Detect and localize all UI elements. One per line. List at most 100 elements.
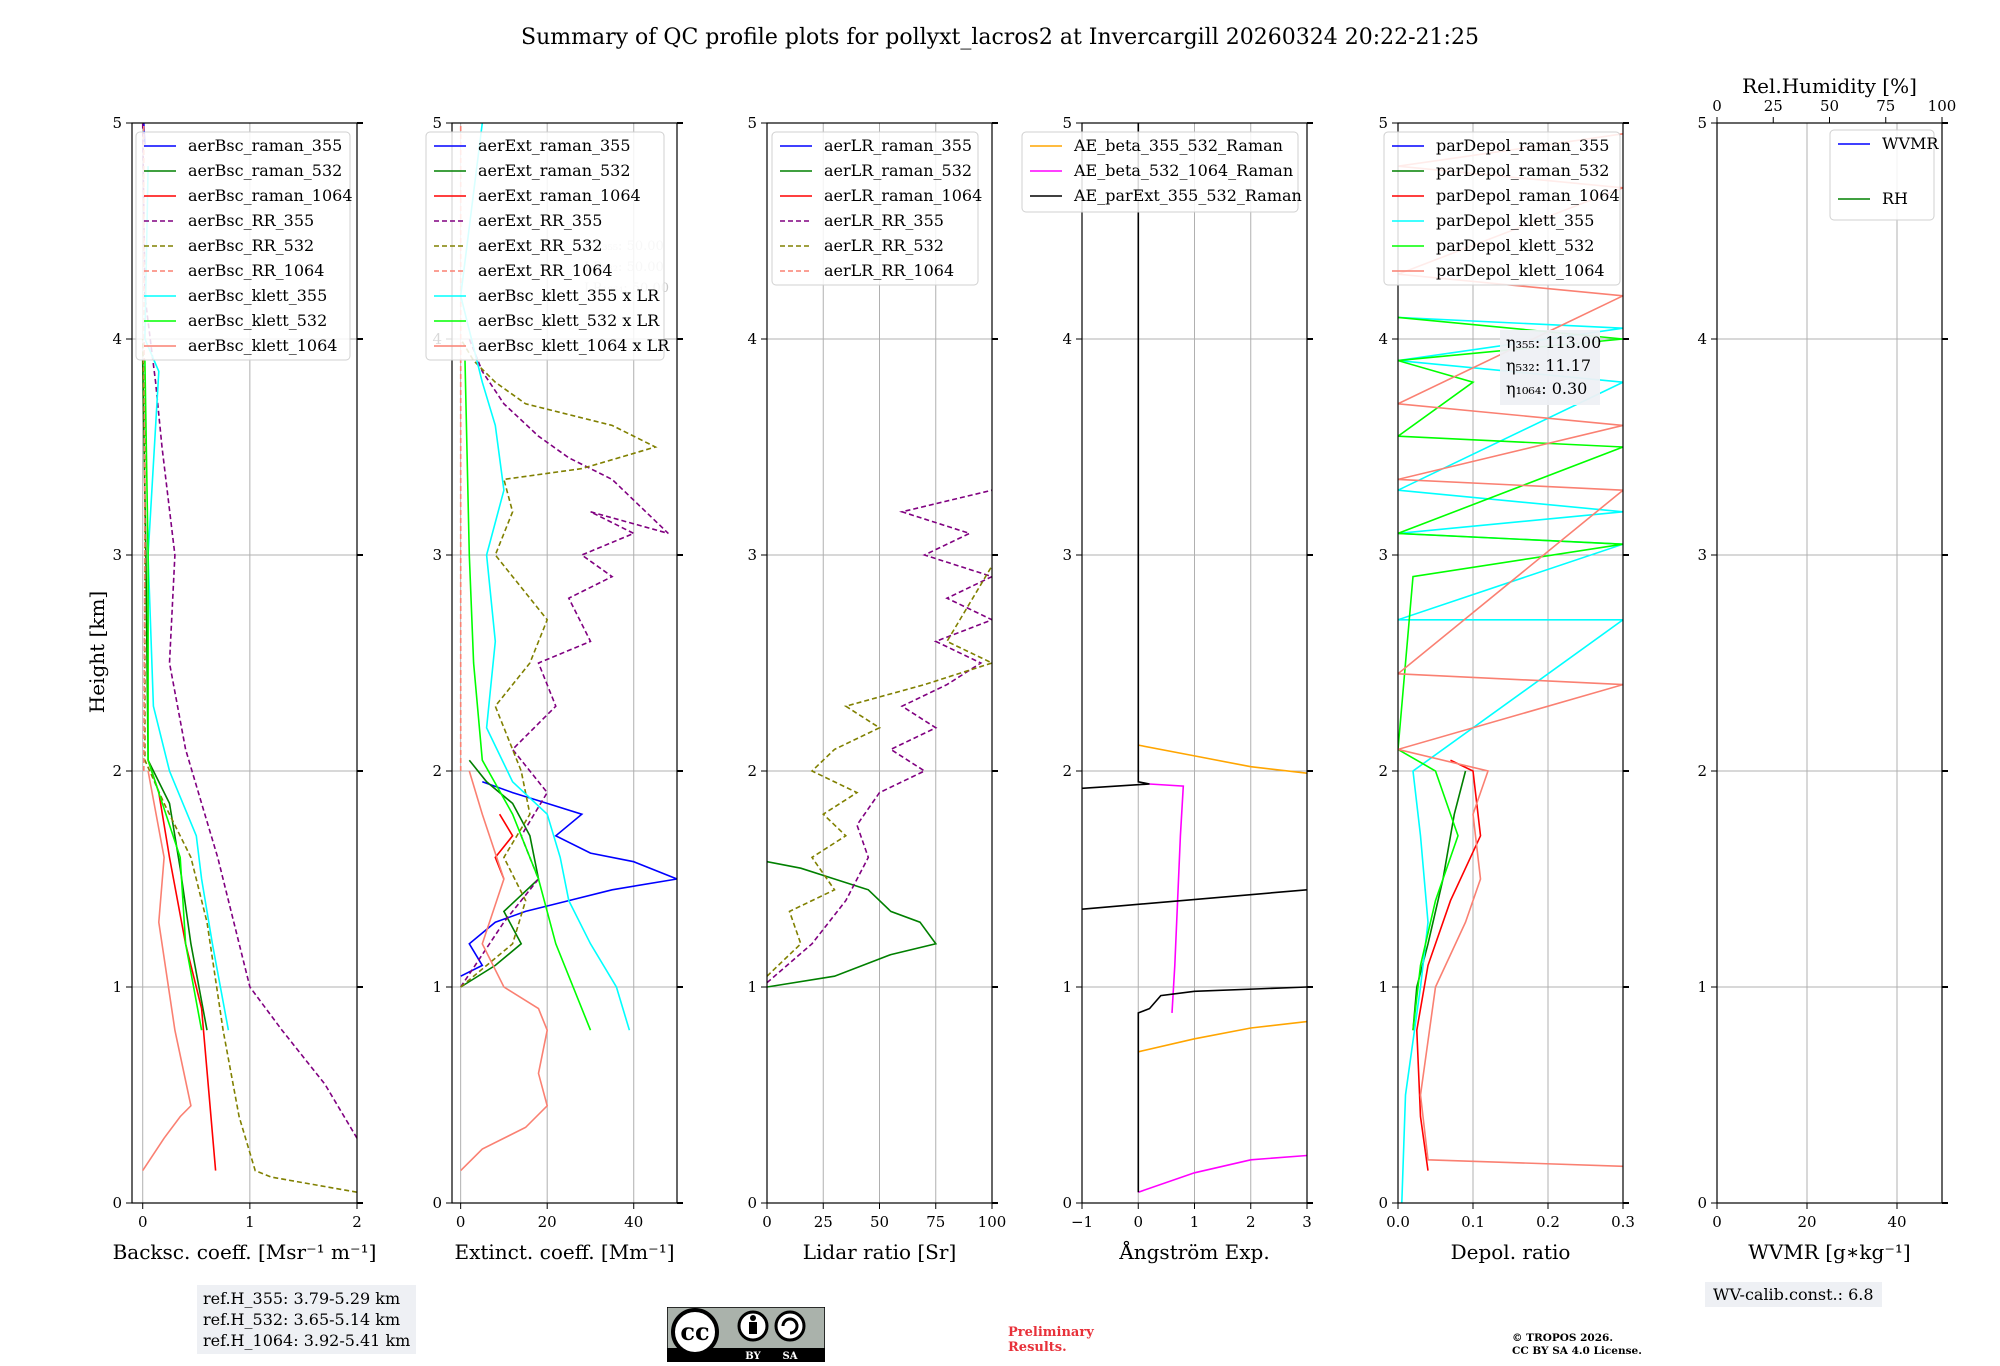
x-tick-label: 20 — [1797, 1213, 1816, 1231]
x-tick-label: 2 — [1246, 1213, 1256, 1231]
legend-frame — [1021, 131, 1299, 213]
series-line-aerext-rr-532 — [460, 338, 658, 988]
legend-entry: parDepol_klett_1064 — [1436, 261, 1605, 280]
x-axis-label: WVMR [g∗kg⁻¹] — [1748, 1240, 1910, 1264]
series-line-aerbsc-klett-1064 — [142, 770, 192, 1172]
copyright-line-1: © TROPOS 2026. — [1512, 1332, 1614, 1344]
y-tick-label: 1 — [747, 978, 757, 996]
x-tick-label: 2 — [352, 1213, 362, 1231]
y-tick-label: 4 — [747, 330, 757, 348]
x-tick-label: 0.0 — [1386, 1213, 1410, 1231]
series-line-aerlr-rr-355 — [767, 489, 992, 984]
y-tick-label: 5 — [112, 114, 122, 132]
legend-entry: AE_beta_532_1064_Raman — [1073, 161, 1293, 180]
y-tick-label: 2 — [1378, 762, 1388, 780]
series-line-pardepol-klett-1064 — [1398, 133, 1623, 1168]
legend-entry: RH — [1882, 189, 1908, 208]
eta-annotation: η₃₅₅: 113.00 — [1506, 333, 1601, 352]
legend: aerExt_raman_355 aerExt_raman_532 aerExt_r… — [425, 131, 670, 361]
x2-tick-label: 50 — [1820, 97, 1839, 115]
x-tick-label: 0 — [1133, 1213, 1143, 1231]
preliminary-line-2: Results. — [1008, 1340, 1067, 1355]
series-line-aerlr-rr-532 — [767, 565, 992, 977]
cc-by-sa-badge: cc BY SA — [666, 1306, 826, 1363]
legend-entry: parDepol_raman_355 — [1436, 136, 1609, 155]
series-line-ae-beta-355-532-raman — [1138, 744, 1307, 1053]
legend-entry: aerBsc_klett_1064 — [188, 336, 337, 355]
y-tick-label: 0 — [747, 1194, 757, 1212]
series-line-pardepol-klett-355 — [1398, 316, 1623, 1203]
x2-axis-label: Rel.Humidity [%] — [1742, 74, 1917, 98]
y-tick-label: 4 — [1697, 330, 1707, 348]
y-axis-label: Height [km] — [85, 591, 109, 713]
x-axis-label: Lidar ratio [Sr] — [803, 1240, 957, 1264]
legend-entry: aerBsc_raman_532 — [188, 161, 342, 180]
y-tick-label: 5 — [1697, 114, 1707, 132]
y-tick-label: 4 — [1378, 330, 1388, 348]
series-line-aerext-raman-355 — [460, 781, 677, 977]
wv-calib-box: WV-calib.const.: 6.8 — [1705, 1282, 1882, 1307]
figure-title: Summary of QC profile plots for pollyxt_… — [521, 25, 1479, 50]
axes-frame — [451, 122, 678, 1204]
x2-tick-label: 100 — [1928, 97, 1957, 115]
y-tick-label: 2 — [1062, 762, 1072, 780]
legend: parDepol_raman_355 parDepol_raman_532 parD… — [1383, 131, 1621, 286]
x-tick-label: 20 — [538, 1213, 557, 1231]
cc-by-label: BY — [745, 1351, 761, 1362]
legend-entry: aerExt_raman_355 — [478, 136, 631, 155]
legend-entry: aerLR_raman_532 — [824, 161, 972, 180]
series-line-pardepol-klett-532 — [1398, 316, 1623, 1031]
series-group — [1398, 133, 1623, 1203]
chart-panel-2: 02040012345Extinct. coeff. [Mm⁻¹]LR₃₅₅: … — [425, 114, 683, 1264]
axes-frame — [131, 122, 358, 1204]
ref-height-355: ref.H_355: 3.79-5.29 km — [203, 1289, 401, 1308]
y-tick-label: 0 — [432, 1194, 442, 1212]
legend-frame — [425, 131, 665, 361]
legend-entry: AE_parExt_355_532_Raman — [1073, 186, 1302, 205]
eta-annotation: η₅₃₂: 11.17 — [1506, 356, 1591, 375]
y-tick-label: 3 — [432, 546, 442, 564]
legend-entry: AE_beta_355_532_Raman — [1073, 136, 1283, 155]
x-tick-label: 40 — [624, 1213, 643, 1231]
legend-entry: aerBsc_klett_532 — [188, 311, 327, 330]
legend: AE_beta_355_532_Raman AE_beta_532_1064_Ra… — [1021, 131, 1302, 213]
y-tick-label: 2 — [112, 762, 122, 780]
y-tick-label: 1 — [1378, 978, 1388, 996]
copyright-note: © TROPOS 2026. CC BY SA 4.0 License. — [1512, 1332, 1642, 1358]
y-tick-label: 1 — [1697, 978, 1707, 996]
y-tick-label: 4 — [112, 330, 122, 348]
series-line-pardepol-raman-532 — [1412, 770, 1467, 1031]
axes-frame — [1397, 122, 1624, 1204]
legend: aerLR_raman_355 aerLR_raman_532 aerLR_rama… — [771, 131, 982, 286]
legend-entry: parDepol_raman_1064 — [1436, 186, 1620, 205]
y-tick-label: 3 — [1378, 546, 1388, 564]
legend: WVMR RH — [1829, 129, 1939, 221]
legend-entry: aerExt_raman_532 — [478, 161, 631, 180]
y-tick-label: 5 — [432, 114, 442, 132]
chart-panel-6: 0 20 40 0 1 2 3 4 5 WVMR [g∗kg⁻¹] 0 25 50 75 100 Rel.Hu… — [1697, 74, 1956, 1264]
y-tick-label: 3 — [1697, 546, 1707, 564]
y-tick-label: 0 — [112, 1194, 122, 1212]
x-tick-label: 3 — [1302, 1213, 1312, 1231]
legend-entry: aerBsc_RR_1064 — [188, 261, 324, 280]
series-line-aerbsc-klett-532-x-lr — [464, 360, 592, 1031]
legend-entry: aerBsc_RR_355 — [188, 211, 314, 230]
legend-entry: aerExt_RR_355 — [478, 211, 602, 230]
x2-tick-label: 75 — [1876, 97, 1895, 115]
y-tick-label: 1 — [432, 978, 442, 996]
chart-panel-3: 0 25 50 75 100 0 1 2 3 4 5 Lidar ratio [Sr] aerLR_ra… — [747, 114, 1006, 1264]
y-tick-label: 5 — [1378, 114, 1388, 132]
y-tick-label: 2 — [432, 762, 442, 780]
series-group — [1082, 123, 1307, 1193]
legend-entry: aerExt_raman_1064 — [478, 186, 641, 205]
series-line-aerbsc-rr-355 — [141, 123, 357, 1139]
series-line-aerlr-raman-532 — [767, 860, 938, 988]
x-axis-label: Ångström Exp. — [1118, 1239, 1269, 1264]
copyright-line-2: CC BY SA 4.0 License. — [1512, 1345, 1642, 1357]
series-line-aerbsc-klett-355-x-lr — [459, 123, 631, 1031]
legend-entry: aerBsc_RR_532 — [188, 236, 314, 255]
y-tick-label: 3 — [112, 546, 122, 564]
y-tick-label: 0 — [1378, 1194, 1388, 1212]
x-tick-label: 0 — [138, 1213, 148, 1231]
